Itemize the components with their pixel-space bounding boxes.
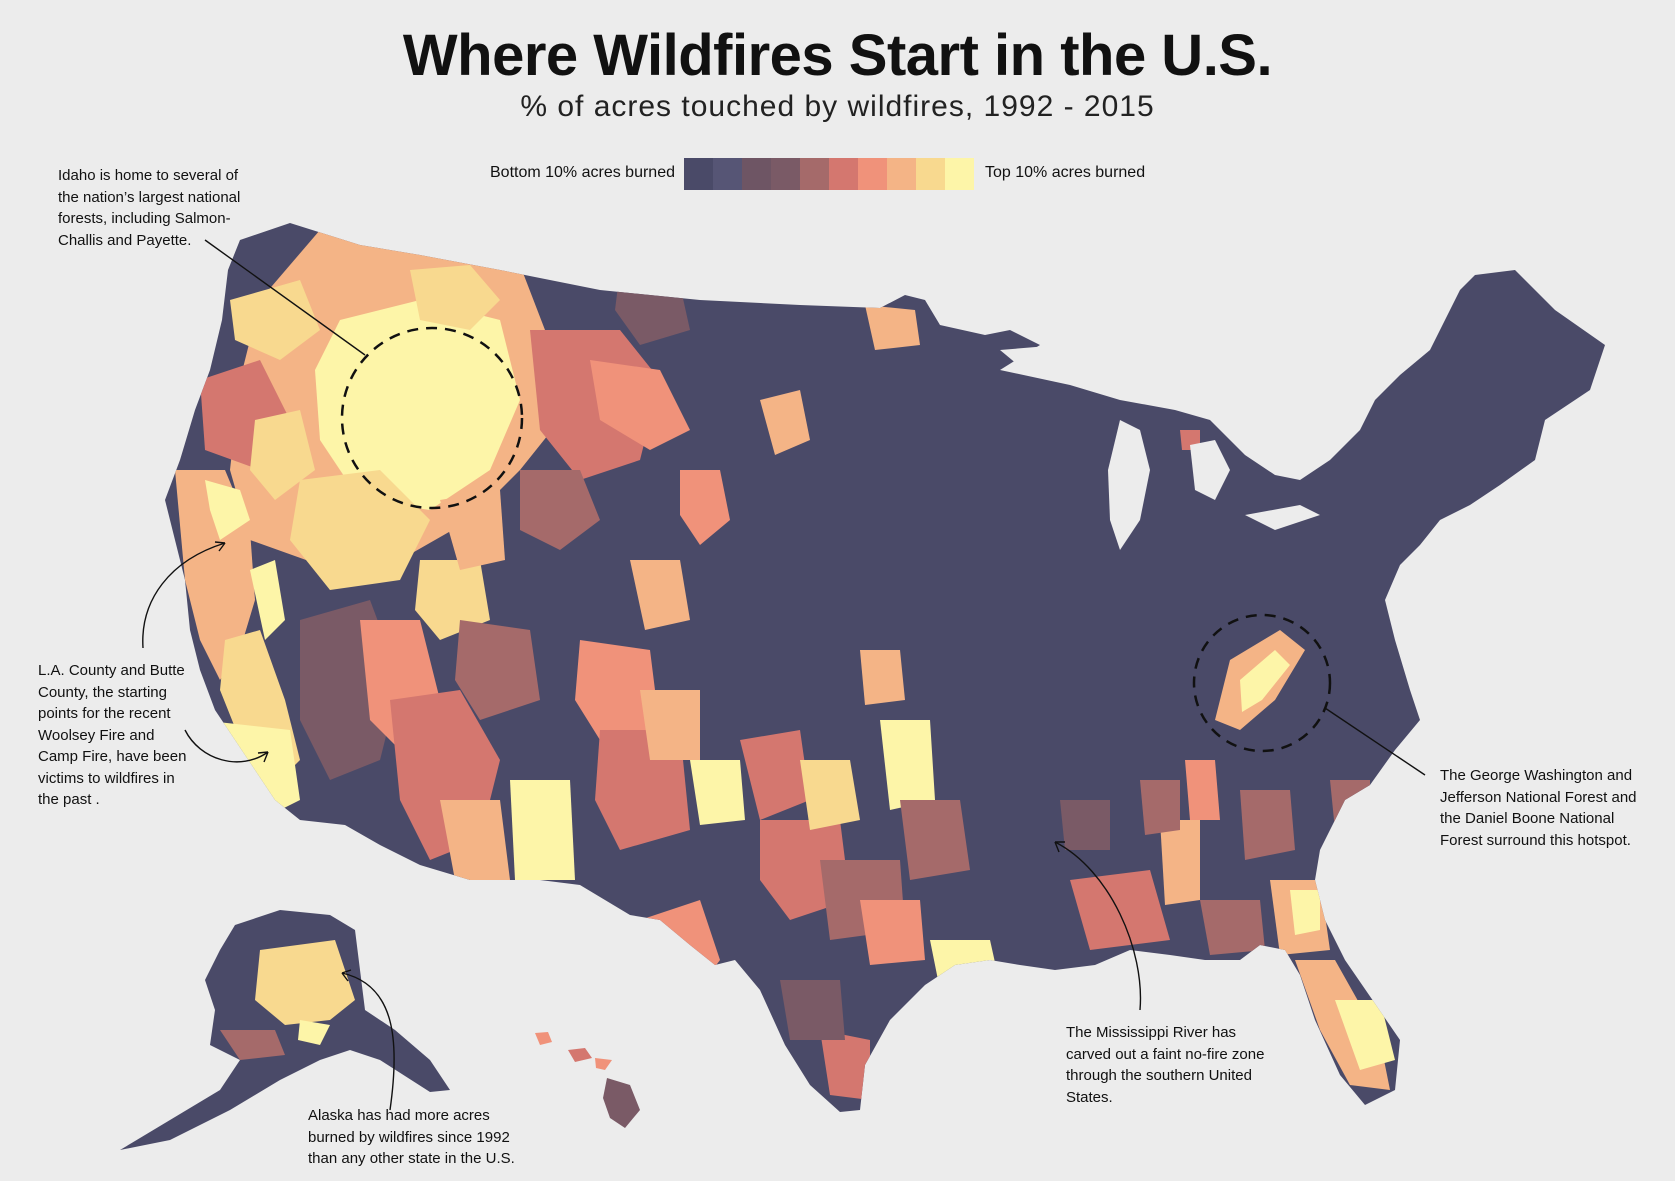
appalachia-hotspot-circle: [1192, 613, 1332, 753]
annotation-la-butte: L.A. County and Butte County, the starti…: [38, 662, 187, 808]
annotation-idaho: Idaho is home to several of the nation’s…: [58, 167, 241, 249]
lake-erie: [1245, 505, 1320, 530]
map-title: Where Wildfires Start in the U.S.: [402, 23, 1273, 88]
legend-swatch-1: [684, 158, 713, 190]
idaho-leader-line: [204, 239, 366, 356]
annotation-mississippi: The Mississippi River has carved out a f…: [1066, 1024, 1265, 1106]
appalachia-leader-line: [1324, 707, 1426, 776]
legend-swatch-9: [916, 158, 945, 190]
hawaii: [535, 1032, 640, 1128]
county-patches: [175, 230, 1475, 1100]
legend-swatch-7: [858, 158, 887, 190]
legend-swatch-10: [945, 158, 974, 190]
legend-swatch-4: [771, 158, 800, 190]
la-leader-arrow-top: [142, 542, 226, 649]
legend-swatch-8: [887, 158, 916, 190]
alaska-leader-arrow: [341, 972, 395, 1111]
legend-high-label: Top 10% acres burned: [985, 164, 1146, 181]
legend-color-scale: [684, 158, 974, 190]
mississippi-leader-arrow: [1054, 841, 1142, 1011]
legend-swatch-5: [800, 158, 829, 190]
la-leader-arrow-bottom: [184, 729, 269, 763]
map-subtitle: % of acres touched by wildfires, 1992 - …: [520, 90, 1155, 123]
legend-swatch-2: [713, 158, 742, 190]
lake-superior: [1000, 345, 1110, 375]
annotation-appalachia: The George Washington and Jefferson Nati…: [1440, 767, 1637, 849]
lake-huron: [1190, 440, 1230, 500]
annotation-alaska: Alaska has had more acres burned by wild…: [308, 1107, 515, 1167]
idaho-hotspot-circle: [340, 326, 524, 510]
legend-low-label: Bottom 10% acres burned: [490, 164, 675, 181]
legend-swatch-3: [742, 158, 771, 190]
legend: Bottom 10% acres burned Top 10% acres bu…: [0, 158, 1675, 192]
lake-michigan: [1108, 420, 1150, 550]
legend-swatch-6: [829, 158, 858, 190]
alaska: [120, 910, 450, 1150]
